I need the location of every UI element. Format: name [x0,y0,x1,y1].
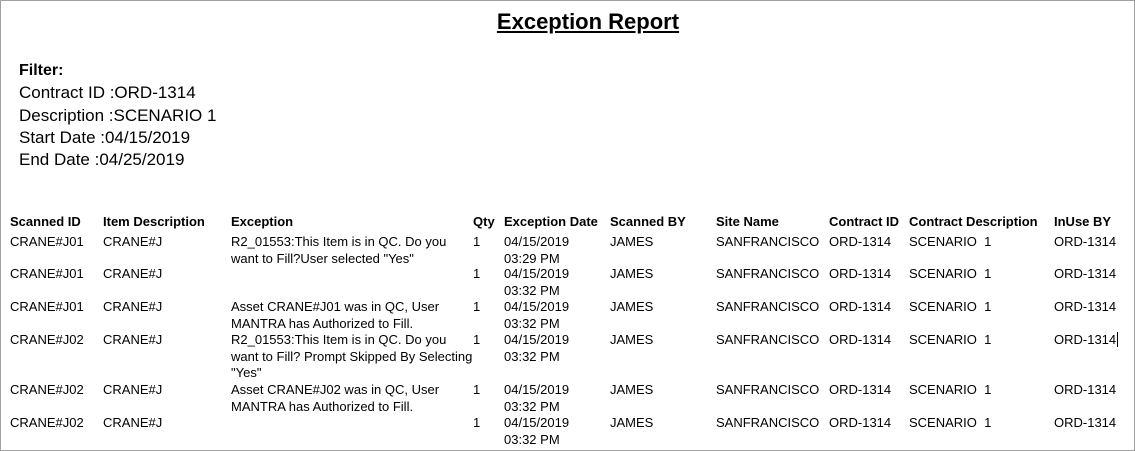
cell-site-name: SANFRANCISCO [716,415,820,430]
cell-contract-description: SCENARIO 1 [909,332,992,347]
filter-start-date: Start Date :04/15/2019 [19,127,191,147]
time-value: 03:29 PM [504,250,560,266]
cell-inuse-by: ORD-1314 [1054,415,1117,430]
filter-end-date: End Date :04/25/2019 [19,150,185,170]
column-header: Exception [231,214,294,229]
cell-contract-description: SCENARIO 1 [909,234,992,249]
column-header: Contract ID [829,214,900,229]
cell-item-description: CRANE#J [103,332,163,347]
cell-contract-id: ORD-1314 [829,332,892,347]
cell-exception-date: 04/15/2019 03:32 PM [504,299,569,332]
filter-label: Filter: [19,62,64,79]
column-header: Scanned BY [610,214,686,229]
cell-contract-id: ORD-1314 [829,299,892,314]
cell-inuse-by: ORD-1314 [1054,382,1117,397]
text-cursor [1117,332,1119,347]
cell-contract-id: ORD-1314 [829,382,892,397]
column-header: Qty [473,214,495,229]
cell-site-name: SANFRANCISCO [716,382,820,397]
cell-contract-description: SCENARIO 1 [909,266,992,281]
cell-scanned-by: JAMES [610,299,654,314]
cell-contract-description: SCENARIO 1 [909,382,992,397]
cell-site-name: SANFRANCISCO [716,332,820,347]
cell-scanned-by: JAMES [610,234,654,249]
cell-scanned-id: CRANE#J02 [10,332,84,347]
cell-exception-date: 04/15/2019 03:29 PM [504,234,569,267]
cell-scanned-by: JAMES [610,332,654,347]
date-value: 04/15/2019 [504,234,570,249]
cell-exception: Asset CRANE#J01 was in QC, User MANTRA h… [231,299,440,331]
cell-exception: Asset CRANE#J02 was in QC, User MANTRA h… [231,382,440,414]
cell-qty: 1 [473,415,481,430]
cell-scanned-by: JAMES [610,382,654,397]
cell-scanned-id: CRANE#J01 [10,234,84,249]
cell-exception: R2_01553:This Item is in QC. Do you want… [231,234,447,266]
cell-contract-description: SCENARIO 1 [909,299,992,314]
column-header: Item Description [103,214,205,229]
time-value: 03:32 PM [504,431,560,447]
cell-site-name: SANFRANCISCO [716,299,820,314]
cell-scanned-id: CRANE#J02 [10,382,84,397]
filter-contract-id: Contract ID :ORD-1314 [19,83,196,103]
cell-exception-date: 04/15/2019 03:32 PM [504,382,569,415]
cell-item-description: CRANE#J [103,299,163,314]
time-value: 03:32 PM [504,315,560,331]
cell-contract-id: ORD-1314 [829,266,892,281]
cell-item-description: CRANE#J [103,266,163,281]
cell-scanned-id: CRANE#J02 [10,415,84,430]
cell-item-description: CRANE#J [103,382,163,397]
cell-contract-id: ORD-1314 [829,415,892,430]
cell-contract-description: SCENARIO 1 [909,415,992,430]
column-header: Site Name [716,214,779,229]
column-header: Contract Description [909,214,1038,229]
cell-item-description: CRANE#J [103,234,163,249]
date-value: 04/15/2019 [504,332,570,347]
cell-qty: 1 [473,299,481,314]
filter-block: Filter: Contract ID :ORD-1314 Descriptio… [19,60,216,171]
cell-qty: 1 [473,382,481,397]
cell-site-name: SANFRANCISCO [716,266,820,281]
cell-scanned-id: CRANE#J01 [10,299,84,314]
cell-exception: R2_01553:This Item is in QC. Do you want… [231,332,473,380]
cell-contract-id: ORD-1314 [829,234,892,249]
cell-inuse-by: ORD-1314 [1054,266,1117,281]
report-title: Exception Report [496,9,680,34]
cell-qty: 1 [473,332,481,347]
column-header: Exception Date [504,214,598,229]
date-value: 04/15/2019 [504,266,570,281]
cell-exception-date: 04/15/2019 03:32 PM [504,415,569,448]
cell-scanned-by: JAMES [610,415,654,430]
cell-exception-date: 04/15/2019 03:32 PM [504,266,569,299]
time-value: 03:32 PM [504,398,560,414]
cell-inuse-by: ORD-1314 [1054,332,1119,347]
date-value: 04/15/2019 [504,415,570,430]
date-value: 04/15/2019 [504,382,570,397]
cell-qty: 1 [473,234,481,249]
cell-inuse-by: ORD-1314 [1054,299,1117,314]
filter-description: Description :SCENARIO 1 [19,105,217,125]
cell-item-description: CRANE#J [103,415,163,430]
date-value: 04/15/2019 [504,299,570,314]
cell-exception-date: 04/15/2019 03:32 PM [504,332,569,365]
cell-qty: 1 [473,266,481,281]
cell-site-name: SANFRANCISCO [716,234,820,249]
column-header: Scanned ID [10,214,81,229]
column-header: InUse BY [1054,214,1112,229]
time-value: 03:32 PM [504,348,560,364]
cell-scanned-id: CRANE#J01 [10,266,84,281]
time-value: 03:32 PM [504,282,560,298]
cell-inuse-by: ORD-1314 [1054,234,1117,249]
cell-scanned-by: JAMES [610,266,654,281]
